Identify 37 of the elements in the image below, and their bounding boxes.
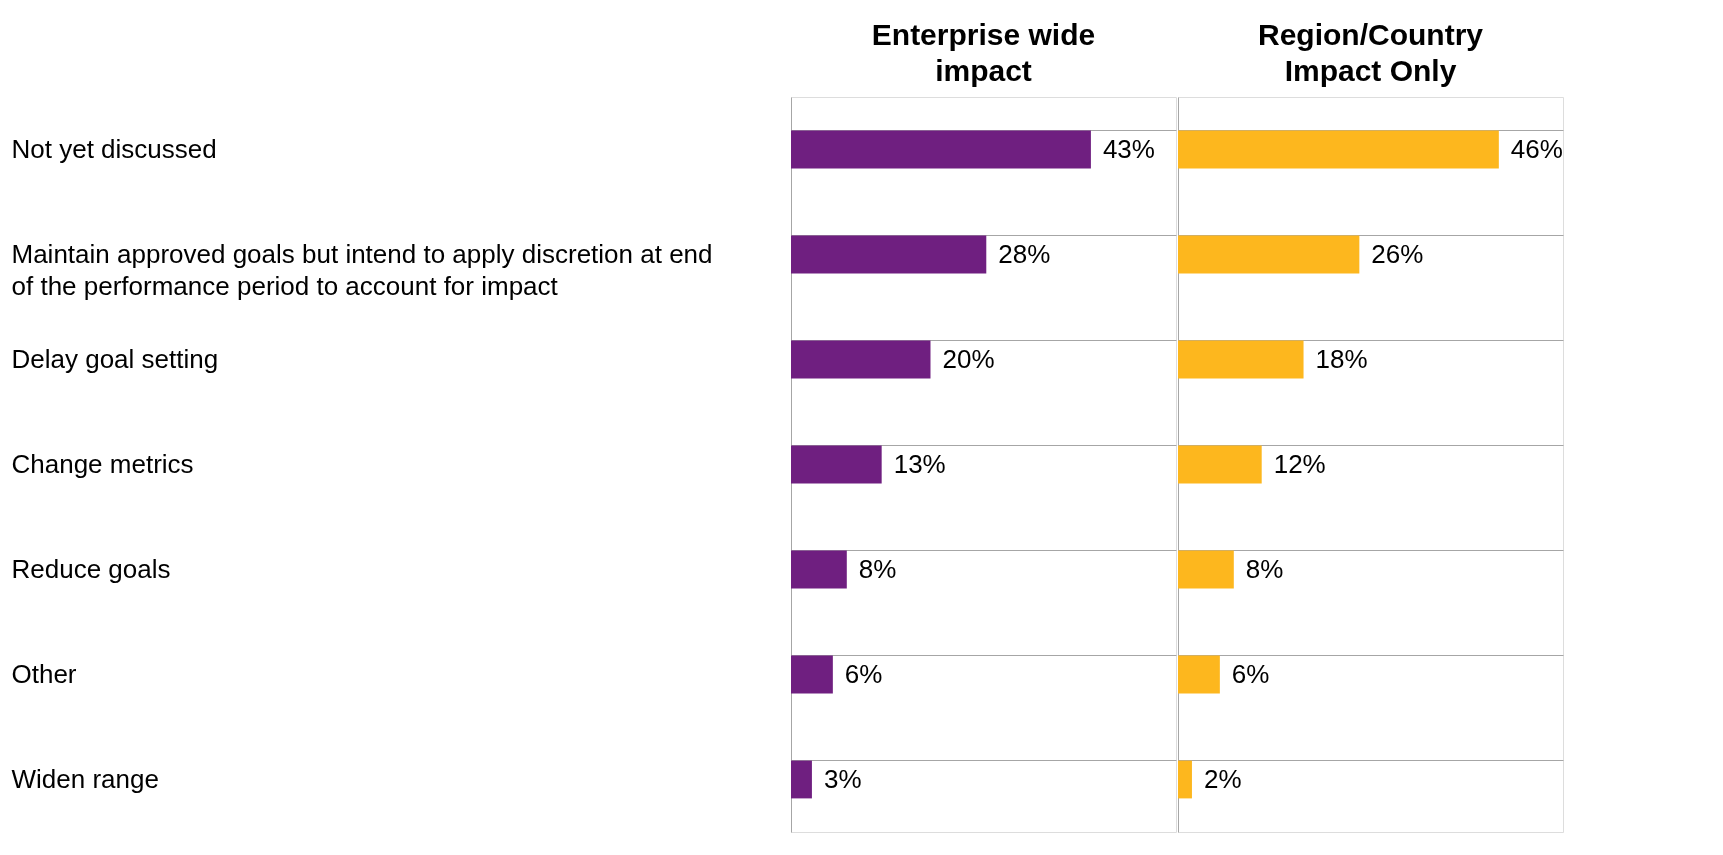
bar (1178, 235, 1360, 274)
data-label: 20% (942, 343, 995, 374)
bar (1178, 550, 1234, 589)
data-label: 12% (1273, 448, 1326, 479)
bar (1178, 340, 1304, 379)
data-label: 43% (1102, 133, 1155, 164)
data-label: 6% (1231, 658, 1270, 689)
data-label: 13% (893, 448, 946, 479)
data-label: 8% (1245, 553, 1284, 584)
bar (791, 445, 882, 484)
y-tick-label: Delay goal setting (11, 343, 219, 374)
bar (1178, 445, 1262, 484)
bar (1178, 130, 1499, 169)
y-tick-label: Change metrics (11, 448, 194, 479)
data-label: 6% (844, 658, 883, 689)
y-tick-label: Maintain approved goals but intend to apply discretion at end of the performance period to account for impact (11, 238, 713, 301)
bar (791, 130, 1091, 169)
data-label: 8% (858, 553, 897, 584)
data-label: 46% (1510, 133, 1563, 164)
data-label: 3% (823, 763, 862, 794)
y-tick-label: Reduce goals (11, 553, 171, 584)
data-label: 2% (1203, 763, 1242, 794)
y-tick-label: Not yet discussed (11, 133, 217, 164)
data-label: 18% (1315, 343, 1368, 374)
bar (791, 340, 931, 379)
y-tick-label: Widen range (11, 763, 159, 794)
data-label: 26% (1371, 238, 1424, 269)
bar (1178, 760, 1192, 799)
bar (791, 235, 987, 274)
bar (791, 550, 847, 589)
y-tick-label: Other (11, 658, 77, 689)
data-label: 28% (998, 238, 1051, 269)
chart-title: Enterprise wide impact (871, 18, 1096, 87)
bar (791, 760, 812, 799)
bar (1178, 655, 1220, 694)
chart-title: Region/Country Impact Only (1258, 18, 1484, 87)
bar (791, 655, 833, 694)
